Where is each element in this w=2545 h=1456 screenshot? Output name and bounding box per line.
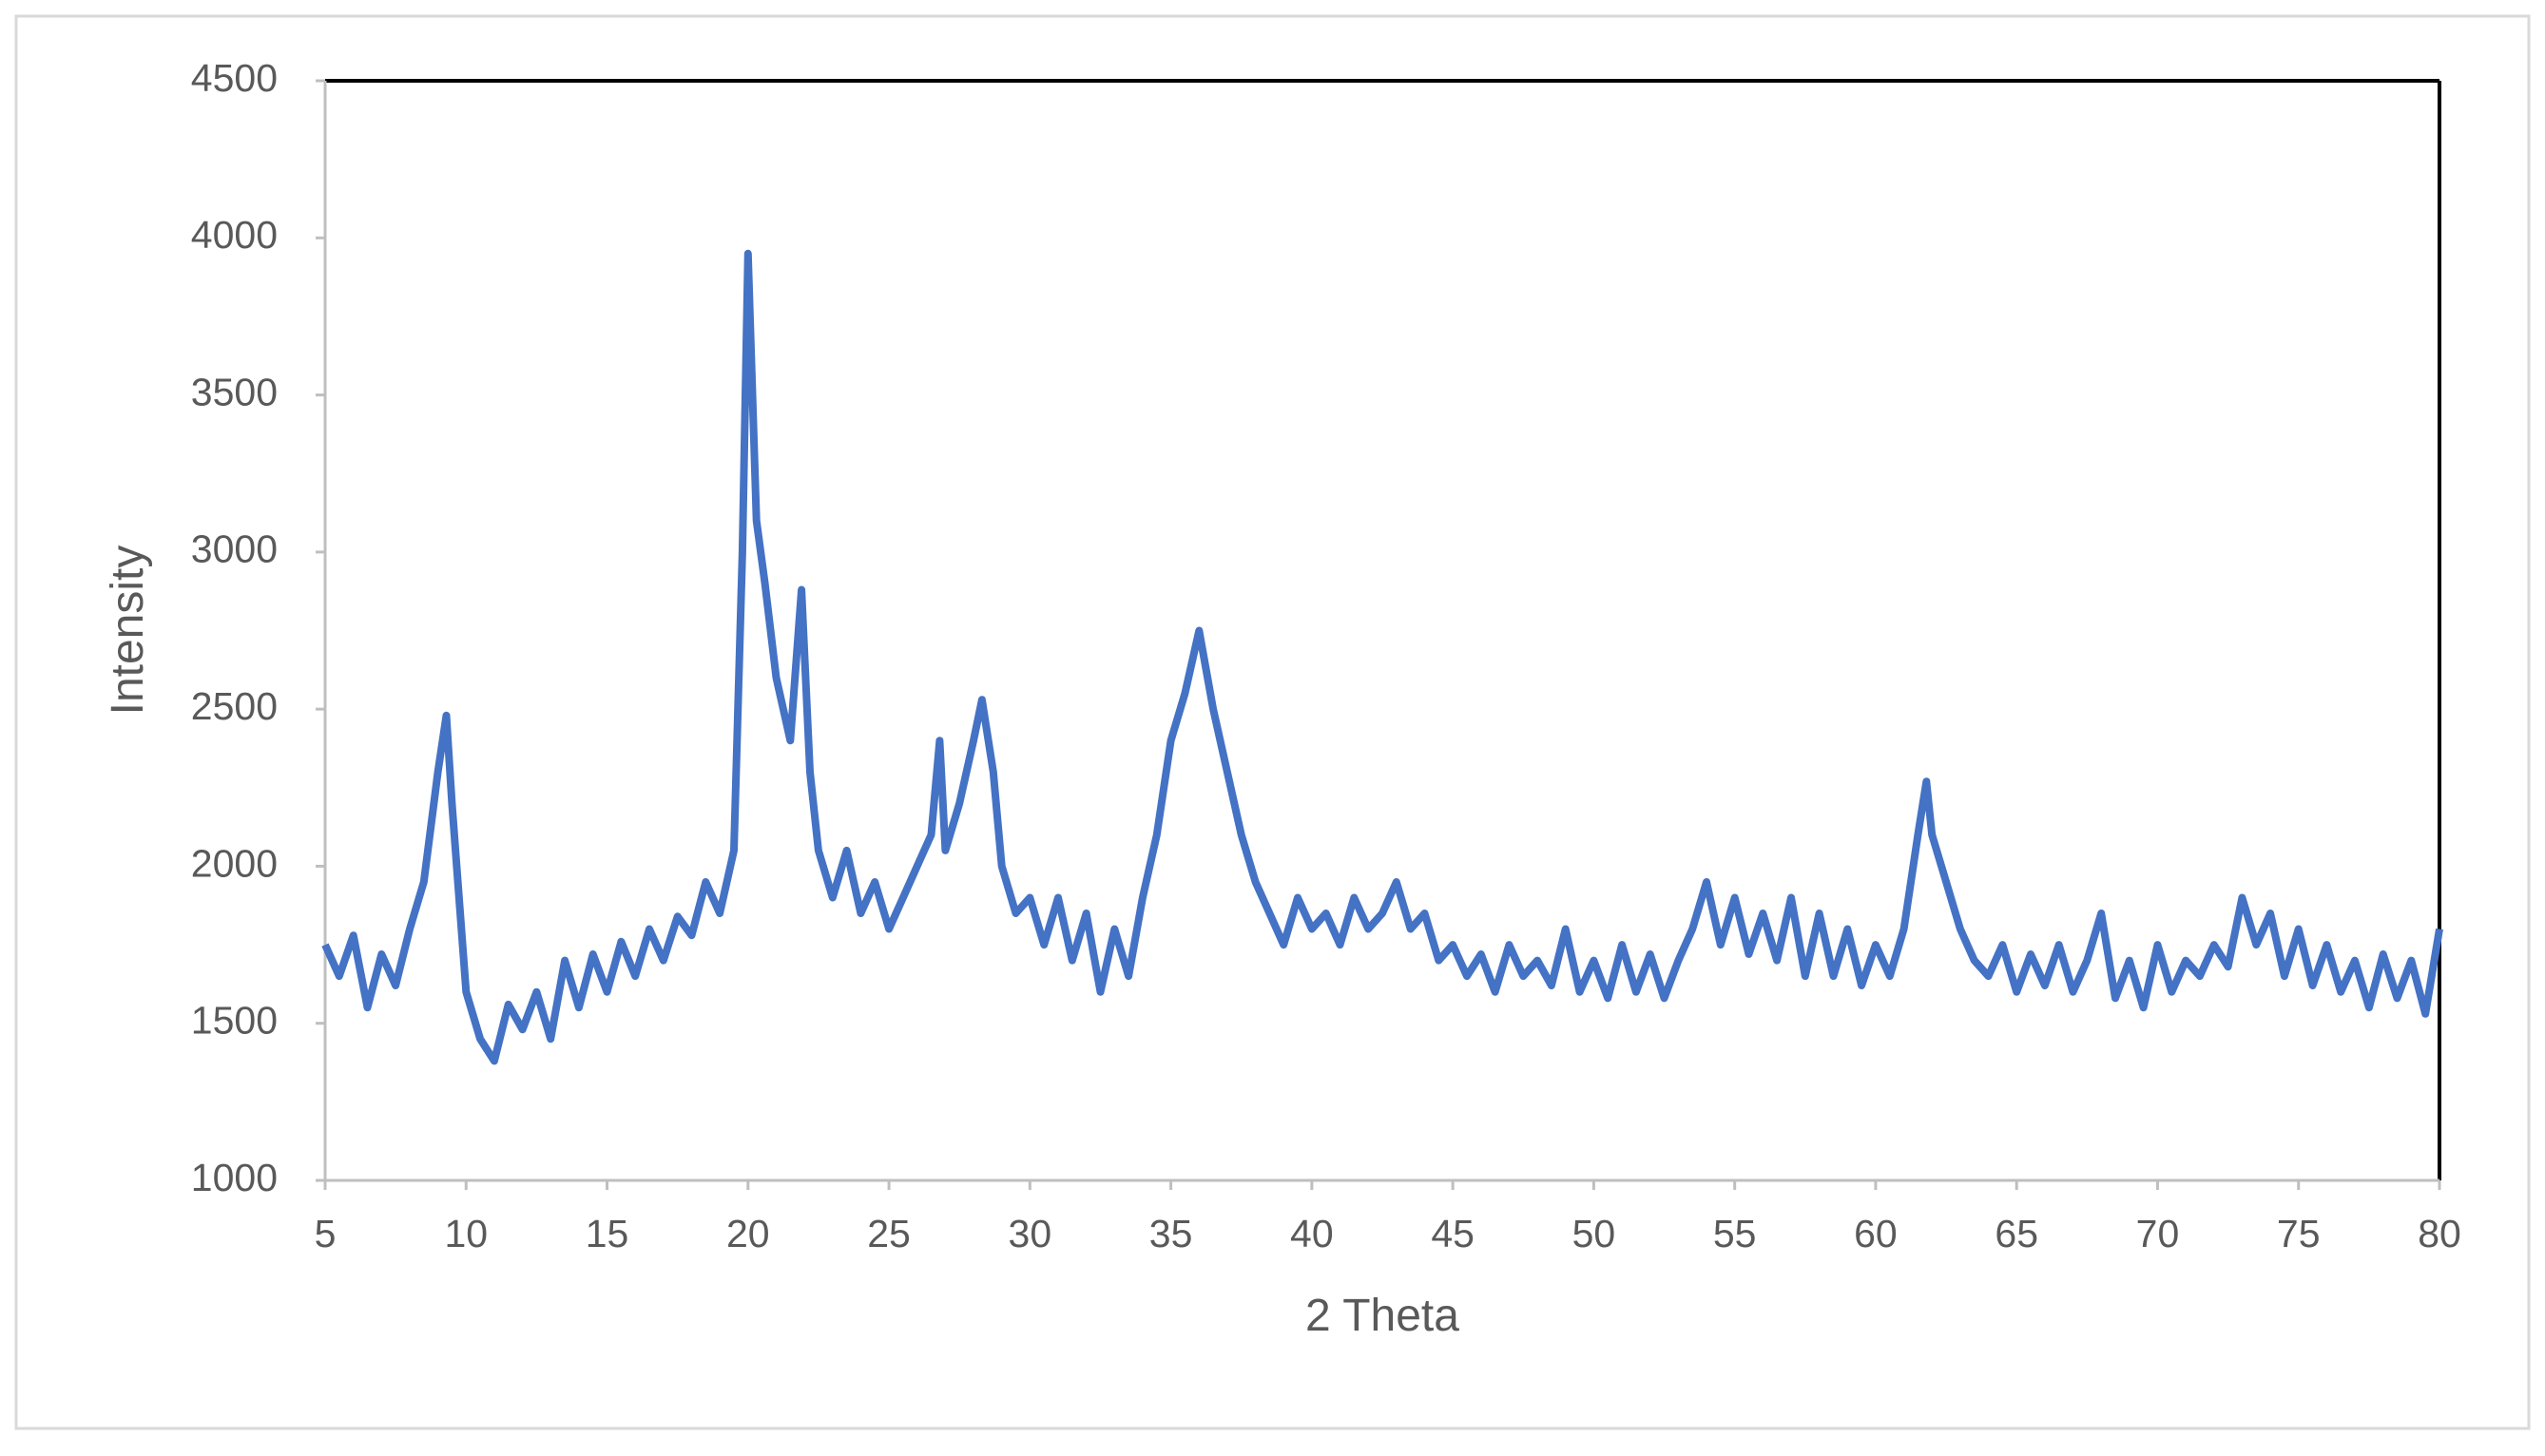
y-tick-label: 1000 <box>191 1156 278 1199</box>
x-tick-label: 80 <box>2418 1212 2461 1255</box>
x-tick-label: 5 <box>315 1212 337 1255</box>
x-tick-label: 50 <box>1572 1212 1616 1255</box>
x-tick-label: 40 <box>1290 1212 1334 1255</box>
x-tick-label: 25 <box>867 1212 911 1255</box>
chart-border <box>14 14 2531 1430</box>
data-line <box>321 249 2443 1065</box>
x-tick-label: 10 <box>444 1212 488 1255</box>
y-tick-label: 4500 <box>191 56 278 100</box>
x-tick-label: 60 <box>1854 1212 1898 1255</box>
x-tick-label: 30 <box>1009 1212 1052 1255</box>
y-axis-title: Intensity <box>103 546 153 716</box>
y-tick-label: 4000 <box>191 213 278 257</box>
x-tick-label: 65 <box>1995 1212 2038 1255</box>
y-tick-label: 3500 <box>191 370 278 413</box>
x-tick-label: 15 <box>586 1212 629 1255</box>
x-tick-label: 55 <box>1713 1212 1757 1255</box>
y-tick-label: 1500 <box>191 999 278 1043</box>
x-tick-label: 70 <box>2136 1212 2180 1255</box>
x-tick-label: 20 <box>726 1212 770 1255</box>
y-tick-label: 2500 <box>191 684 278 728</box>
y-tick-label: 2000 <box>191 841 278 885</box>
x-tick-label: 75 <box>2277 1212 2321 1255</box>
x-axis-title: 2 Theta <box>1305 1291 1459 1341</box>
x-tick-label: 45 <box>1431 1212 1475 1255</box>
x-tick-label: 35 <box>1149 1212 1193 1255</box>
y-tick-label: 3000 <box>191 527 278 571</box>
